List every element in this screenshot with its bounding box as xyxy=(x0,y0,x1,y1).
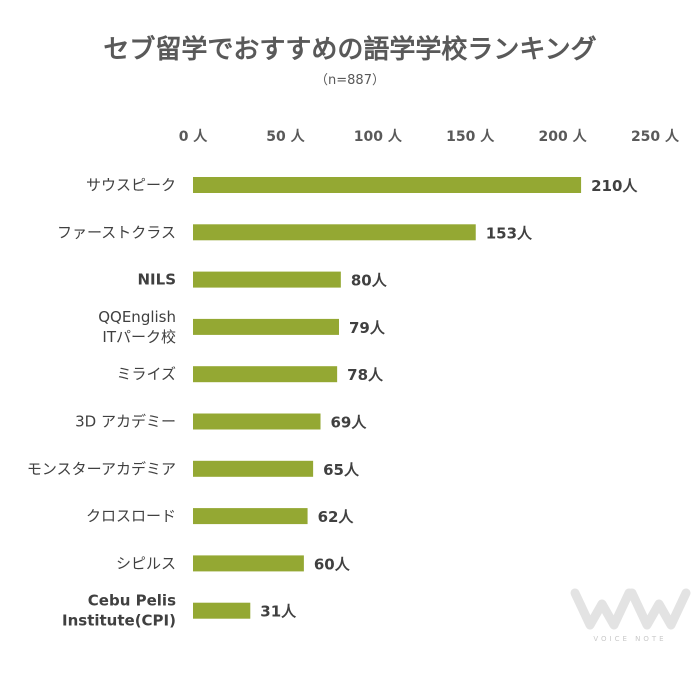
bar xyxy=(193,271,341,288)
category-label: クロスロード xyxy=(86,507,176,525)
data-label: 153人 xyxy=(486,224,533,242)
bar xyxy=(193,366,338,383)
x-tick-label: 50 人 xyxy=(266,128,305,145)
bar xyxy=(193,602,251,619)
x-tick-label: 250 人 xyxy=(631,128,680,145)
category-label: シピルス xyxy=(116,554,176,572)
data-label: 78人 xyxy=(347,366,384,384)
x-tick-label: 0 人 xyxy=(179,128,209,145)
watermark-text: VOICE NOTE xyxy=(593,635,666,643)
data-label: 62人 xyxy=(318,508,355,526)
category-label: 3D アカデミー xyxy=(75,413,176,431)
bar xyxy=(193,508,308,525)
data-label: 210人 xyxy=(591,177,638,195)
category-label: QQEnglish ITパーク校 xyxy=(98,308,176,346)
bar-series xyxy=(193,177,582,619)
chart-subtitle: （n=887） xyxy=(315,73,385,88)
x-tick-label: 100 人 xyxy=(354,128,403,145)
data-label: 80人 xyxy=(351,272,388,290)
data-label: 69人 xyxy=(331,414,368,432)
bar xyxy=(193,413,321,430)
category-label: NILS xyxy=(138,271,177,289)
category-label: Cebu Pelis Institute(CPI) xyxy=(62,592,176,630)
data-label: 79人 xyxy=(349,319,386,337)
bar xyxy=(193,555,304,572)
x-tick-label: 150 人 xyxy=(446,128,495,145)
data-label: 31人 xyxy=(260,603,297,621)
bar xyxy=(193,177,582,193)
chart-title: セブ留学でおすすめの語学学校ランキング xyxy=(103,34,596,65)
category-label: ミライズ xyxy=(116,365,176,383)
bar xyxy=(193,460,314,477)
x-axis-ticks: 0 人 50 人 100 人 150 人 200 人 250 人 xyxy=(179,128,680,145)
bar xyxy=(193,318,339,335)
category-label: ファーストクラス xyxy=(57,223,176,241)
data-labels: 210人 153人 80人 79人 78人 69人 65人 62人 60人 31人 xyxy=(260,177,638,621)
voice-note-logo: VOICE NOTE xyxy=(570,588,691,643)
data-label: 65人 xyxy=(323,461,360,479)
data-label: 60人 xyxy=(314,555,351,573)
bar xyxy=(193,224,476,241)
x-tick-label: 200 人 xyxy=(539,128,588,145)
category-label: モンスターアカデミア xyxy=(27,460,176,478)
category-label: サウスピーク xyxy=(86,176,176,194)
